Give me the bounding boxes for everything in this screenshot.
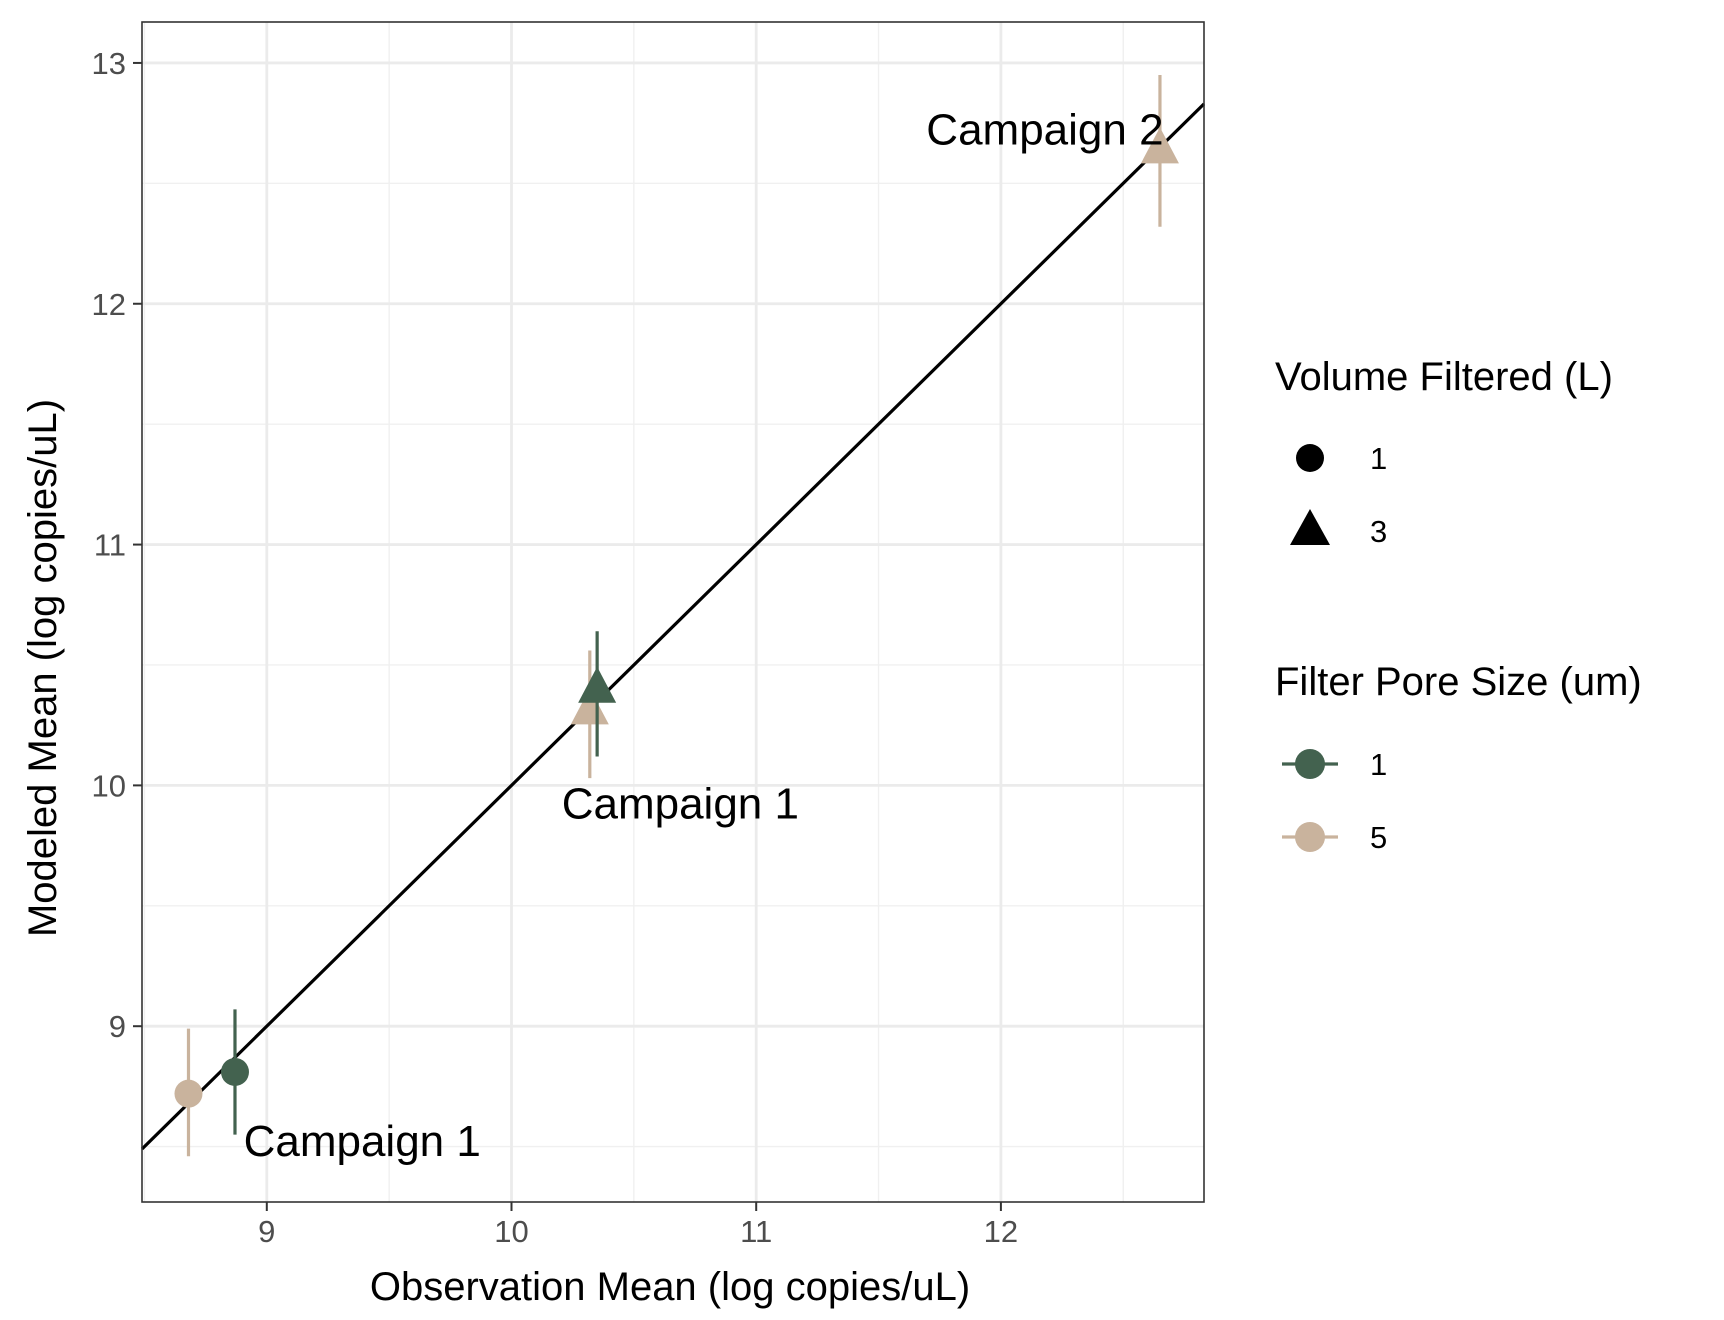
annotation-label: Campaign 2	[926, 105, 1163, 154]
legend-key-label: 5	[1370, 820, 1387, 855]
annotation-label: Campaign 1	[562, 780, 799, 829]
x-axis-tick-label: 10	[494, 1214, 528, 1249]
data-point	[220, 1009, 249, 1135]
point-marker-triangle	[1140, 127, 1179, 164]
y-axis-tick-label: 10	[92, 768, 126, 803]
legend-key-circle	[1296, 444, 1324, 472]
legend-shape-title: Volume Filtered (L)	[1275, 355, 1613, 399]
axes: 9 10 11 12 9 10 11 12 13	[92, 46, 1019, 1249]
x-axis-tick-label: 12	[984, 1214, 1018, 1249]
point-marker-triangle	[578, 666, 617, 703]
legend-key-label: 1	[1370, 441, 1387, 476]
legend-color-title: Filter Pore Size (um)	[1275, 660, 1642, 704]
y-axis-title: Modeled Mean (log copies/uL)	[21, 399, 65, 937]
grid	[142, 22, 1204, 1202]
data-point	[1140, 74, 1179, 227]
x-axis-tick-label: 11	[740, 1214, 772, 1249]
y-axis-tick-label: 13	[92, 46, 126, 81]
data-point	[174, 1028, 203, 1157]
plot-panel-border	[141, 21, 1205, 1203]
legend-key-swatch	[1295, 822, 1325, 852]
legend: Volume Filtered (L) 13 Filter Pore Size …	[1275, 355, 1642, 855]
data-point	[578, 631, 617, 757]
y-axis-tick-label: 12	[92, 287, 126, 322]
y-axis-tick-label: 11	[94, 528, 126, 563]
point-marker-circle	[220, 1057, 249, 1086]
legend-key-label: 1	[1370, 747, 1387, 782]
legend-shape-keys: 13	[1290, 441, 1387, 549]
legend-color-keys: 15	[1282, 747, 1387, 855]
legend-key-triangle	[1290, 509, 1330, 545]
legend-key-label: 3	[1370, 514, 1387, 549]
annotations: Campaign 1 Campaign 1 Campaign 2	[244, 105, 1164, 1165]
point-marker-circle	[174, 1079, 203, 1108]
x-axis-tick-label: 9	[258, 1214, 275, 1249]
data-point	[570, 650, 609, 779]
x-axis-title: Observation Mean (log copies/uL)	[370, 1265, 970, 1309]
y-axis-tick-label: 9	[109, 1009, 126, 1044]
annotation-label: Campaign 1	[244, 1117, 481, 1166]
data-points	[174, 74, 1179, 1157]
reference-line-group	[140, 102, 1206, 1151]
legend-key-swatch	[1295, 749, 1325, 779]
reference-line	[140, 102, 1206, 1151]
point-marker-triangle	[570, 688, 609, 725]
